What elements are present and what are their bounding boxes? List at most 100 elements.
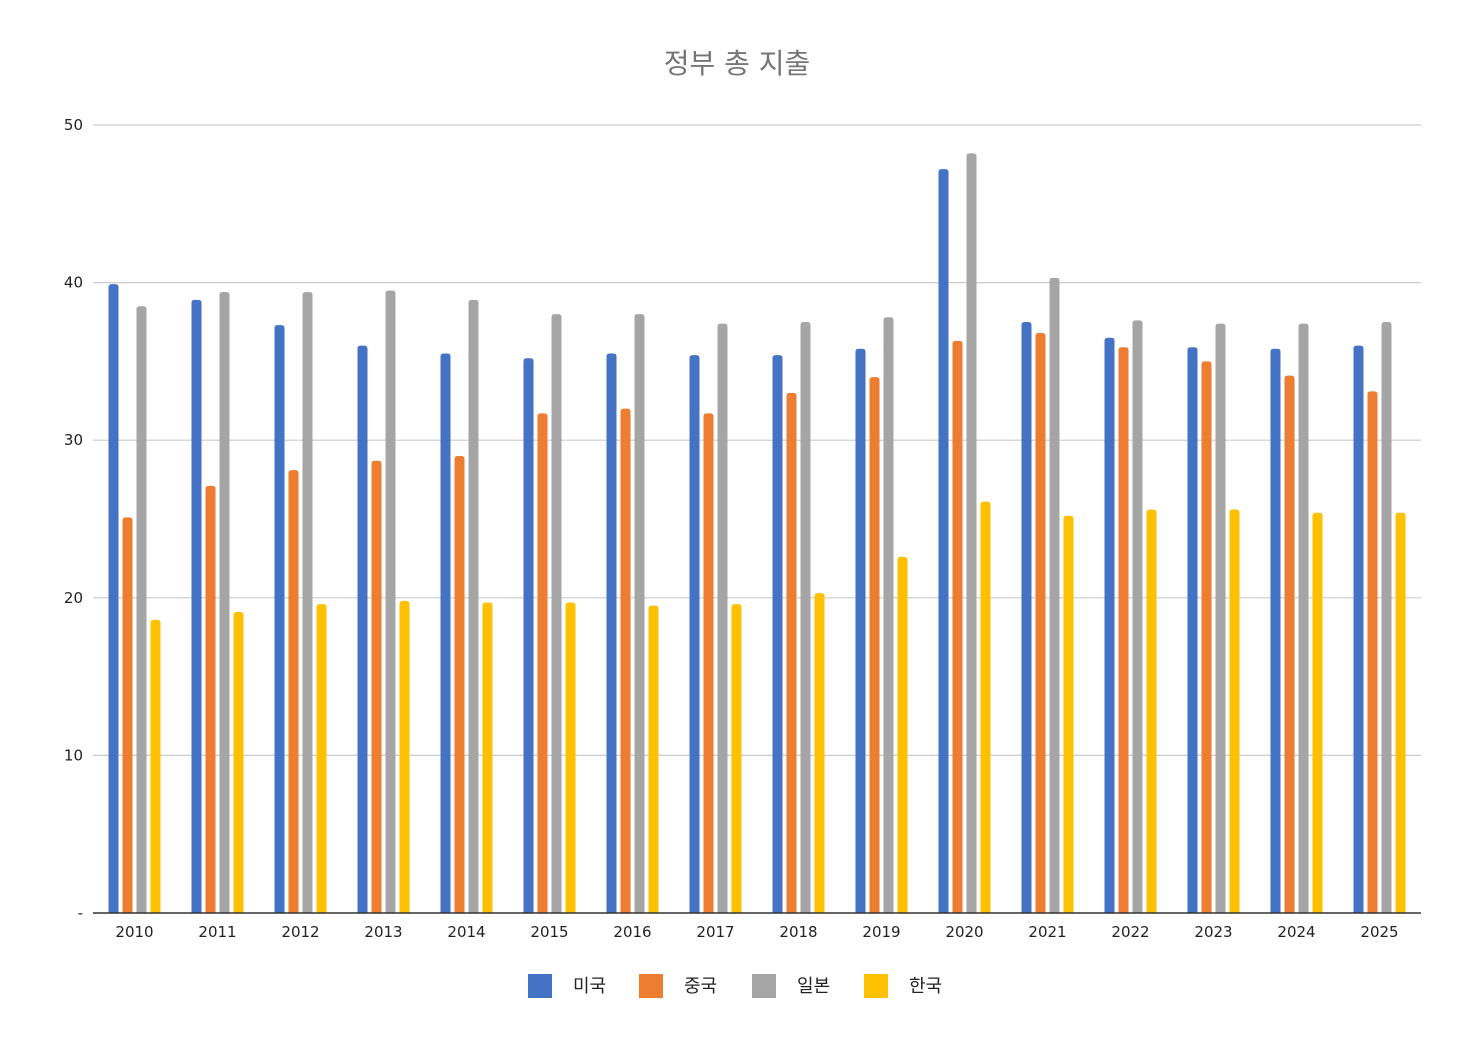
bar-2-2019: [869, 377, 880, 913]
legend-label: 미국: [573, 976, 606, 997]
bar-1-2016: [606, 353, 617, 913]
bar-1-2025: [1353, 345, 1364, 913]
bar-3-2010: [136, 306, 147, 913]
legend-label: 한국: [909, 976, 942, 997]
bar-3-2020: [966, 153, 977, 914]
x-tick-label: 2015: [530, 923, 568, 941]
bar-4-2015: [565, 602, 576, 913]
bar-2-2015: [537, 413, 548, 913]
bar-3-2021: [1049, 277, 1060, 913]
bar-1-2021: [1021, 322, 1032, 913]
bar-1-2019: [855, 348, 866, 913]
legend-item: 미국: [528, 974, 606, 998]
bar-1-2018: [772, 355, 783, 913]
bar-1-2023: [1187, 347, 1198, 913]
legend: 미국 중국 일본 한국: [528, 974, 942, 998]
x-axis-ticks: 2010 2011 2012 2013 2014 2015 2016 2017 2018 2019…: [115, 923, 1398, 941]
chart-title: 정부 총 지출: [664, 47, 811, 80]
bar-1-2012: [274, 325, 285, 914]
bar-2-2011: [205, 485, 216, 913]
bar-4-2021: [1063, 515, 1074, 913]
bar-4-2022: [1146, 509, 1157, 913]
bar-2-2016: [620, 408, 631, 913]
bar-3-2017: [717, 323, 728, 913]
y-tick-label: -: [78, 904, 83, 922]
bar-1-2024: [1270, 348, 1281, 913]
bar-2-2021: [1035, 333, 1046, 914]
bar-3-2015: [551, 314, 562, 913]
legend-item: 한국: [864, 974, 942, 998]
bar-2-2014: [454, 455, 465, 913]
x-tick-label: 2016: [613, 923, 651, 941]
bar-4-2014: [482, 602, 493, 913]
legend-item: 중국: [639, 974, 717, 998]
bar-4-2017: [731, 604, 742, 913]
bars: [108, 153, 1406, 914]
legend-item: 일본: [752, 974, 830, 998]
y-tick-label: 50: [64, 116, 83, 134]
bar-2-2024: [1284, 375, 1295, 914]
bar-3-2023: [1215, 323, 1226, 913]
bar-1-2022: [1104, 337, 1115, 913]
bar-3-2016: [634, 314, 645, 913]
x-tick-label: 2023: [1194, 923, 1232, 941]
gridlines: [93, 124, 1421, 757]
bar-4-2013: [399, 600, 410, 913]
bar-1-2013: [357, 345, 368, 913]
bar-3-2014: [468, 299, 479, 913]
legend-label: 중국: [684, 976, 717, 997]
bar-1-2010: [108, 284, 119, 913]
bar-1-2011: [191, 299, 202, 913]
bar-3-2024: [1298, 323, 1309, 913]
x-tick-label: 2014: [447, 923, 485, 941]
bar-2-2025: [1367, 391, 1378, 913]
bar-4-2020: [980, 501, 991, 913]
bar-2-2022: [1118, 347, 1129, 913]
x-tick-label: 2012: [281, 923, 319, 941]
bar-2-2020: [952, 340, 963, 913]
legend-swatch: [528, 974, 552, 998]
bar-3-2012: [302, 292, 313, 913]
x-tick-label: 2020: [945, 923, 983, 941]
legend-label: 일본: [797, 976, 830, 997]
bar-4-2019: [897, 556, 908, 913]
bar-4-2018: [814, 593, 825, 913]
x-tick-label: 2011: [198, 923, 236, 941]
bar-4-2023: [1229, 509, 1240, 913]
y-tick-label: 10: [64, 746, 83, 764]
bar-2-2012: [288, 470, 299, 913]
bar-3-2019: [883, 317, 894, 914]
bar-2-2010: [122, 517, 133, 913]
x-tick-label: 2022: [1111, 923, 1149, 941]
bar-4-2025: [1395, 512, 1406, 913]
bar-3-2018: [800, 322, 811, 913]
bar-2-2023: [1201, 361, 1212, 913]
bar-2-2018: [786, 392, 797, 913]
y-tick-label: 20: [64, 589, 83, 607]
bar-3-2025: [1381, 322, 1392, 913]
legend-swatch: [752, 974, 776, 998]
bar-2-2013: [371, 460, 382, 913]
bar-3-2013: [385, 290, 396, 914]
x-tick-label: 2024: [1277, 923, 1315, 941]
x-tick-label: 2025: [1360, 923, 1398, 941]
bar-2-2017: [703, 413, 714, 913]
bar-4-2011: [233, 611, 244, 913]
x-tick-label: 2019: [862, 923, 900, 941]
bar-3-2011: [219, 292, 230, 913]
x-tick-label: 2021: [1028, 923, 1066, 941]
bar-1-2017: [689, 355, 700, 913]
x-tick-label: 2017: [696, 923, 734, 941]
bar-1-2020: [938, 169, 949, 914]
legend-swatch: [639, 974, 663, 998]
bar-1-2015: [523, 358, 534, 913]
bar-4-2016: [648, 605, 659, 913]
x-tick-label: 2018: [779, 923, 817, 941]
bar-4-2024: [1312, 512, 1323, 913]
x-tick-label: 2013: [364, 923, 402, 941]
bar-1-2014: [440, 353, 451, 913]
x-tick-label: 2010: [115, 923, 153, 941]
legend-swatch: [864, 974, 888, 998]
